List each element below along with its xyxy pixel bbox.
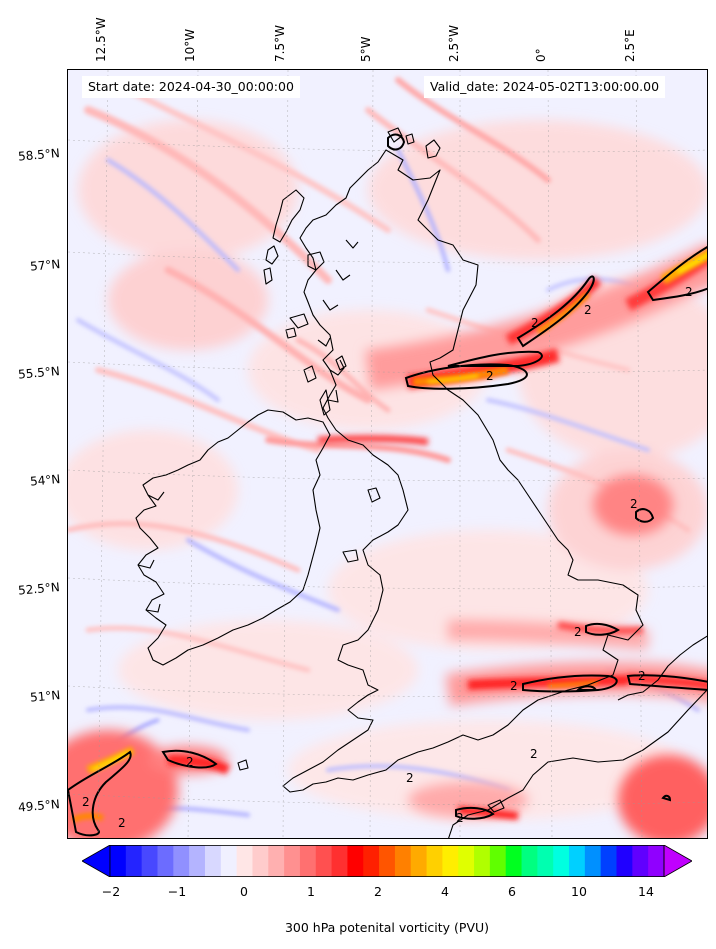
lon-label-5w: 5°W <box>359 36 373 63</box>
colorbar-segment <box>299 845 317 877</box>
colorbar-extend-low <box>81 844 111 878</box>
lon-label-2-5e: 2.5°E <box>623 29 637 62</box>
map-panel: 2 2 2 2 2 2 2 2 2 2 2 2 2 2 <box>67 69 708 839</box>
contour-label: 2 <box>510 679 518 693</box>
continental-coastline <box>448 689 707 838</box>
colorbar-segment <box>474 845 491 877</box>
colorbar-tick-minus2: −2 <box>101 884 121 899</box>
colorbar-segment <box>537 845 554 877</box>
colorbar-segment <box>252 845 269 877</box>
colorbar-segment <box>363 845 380 877</box>
colorbar-segment <box>616 845 633 877</box>
colorbar-segment <box>442 845 459 877</box>
graticule <box>68 70 707 838</box>
lat-label-52-5n: 52.5°N <box>17 580 61 598</box>
colorbar-segment <box>284 845 301 877</box>
colorbar-segment <box>394 845 412 877</box>
lat-label-49-5n: 49.5°N <box>17 797 61 815</box>
contour-label: 2 <box>456 811 464 825</box>
colorbar-segment <box>173 845 190 877</box>
contour-label: 2 <box>186 755 194 769</box>
colorbar-segment <box>204 845 222 877</box>
lat-label-57n: 57°N <box>29 257 61 274</box>
colorbar-segment <box>189 845 206 877</box>
colorbar-segment <box>410 845 428 877</box>
contour-label: 2 <box>685 285 693 299</box>
start-date-label: Start date: 2024-04-30_00:00:00 <box>82 76 300 98</box>
lon-label-10w: 10°W <box>183 28 197 62</box>
colorbar-segment <box>600 845 618 877</box>
contour-label: 2 <box>531 316 539 330</box>
colorbar-segment <box>347 845 364 877</box>
colorbar-segment <box>379 845 396 877</box>
colorbar-tick-0: 0 <box>240 884 248 899</box>
contour-label: 2 <box>630 497 638 511</box>
coastlines <box>135 127 707 838</box>
lon-label-7-5w: 7.5°W <box>273 25 287 62</box>
colorbar-segment <box>220 845 238 877</box>
colorbar-segment <box>569 845 586 877</box>
outer-hebrides-coastline <box>272 189 305 243</box>
colorbar-tick-4: 4 <box>441 884 449 899</box>
lon-label-2-5w: 2.5°W <box>447 25 461 62</box>
colorbar-segment <box>505 845 523 877</box>
colorbar-segment <box>458 845 475 877</box>
ireland-coastline <box>135 409 331 666</box>
colorbar-segment <box>157 845 174 877</box>
colorbar-tick-minus1: −1 <box>167 884 187 899</box>
pv-2-contours <box>68 133 707 837</box>
colorbar-segment <box>426 845 443 877</box>
colorbar-tick-6: 6 <box>508 884 516 899</box>
colorbar-segment <box>315 845 333 877</box>
lon-label-12-5w: 12.5°W <box>94 17 108 62</box>
contour-label: 2 <box>406 771 414 785</box>
contour-labels: 2 2 2 2 2 2 2 2 2 2 2 2 2 2 <box>82 285 693 830</box>
colorbar-extend-high <box>663 844 693 878</box>
colorbar-label: 300 hPa potenital vorticity (PVU) <box>284 920 490 935</box>
contour-label: 2 <box>574 625 582 639</box>
colorbar-segment <box>521 845 538 877</box>
contour-label: 2 <box>118 816 126 830</box>
orkney-coastline <box>387 127 415 145</box>
lon-label-0: 0° <box>534 48 548 62</box>
colorbar-segment <box>584 845 602 877</box>
lat-label-55-5n: 55.5°N <box>17 364 61 382</box>
colorbar-segment <box>125 845 143 877</box>
contour-label: 2 <box>486 369 494 383</box>
colorbar-svg <box>81 844 693 878</box>
colorbar-segment <box>110 845 127 877</box>
lat-label-51n: 51°N <box>29 688 61 705</box>
colorbar-tick-14: 14 <box>638 884 654 899</box>
colorbar-tick-1: 1 <box>307 884 315 899</box>
colorbar-segment <box>632 845 649 877</box>
colorbar-segment <box>236 845 253 877</box>
colorbar-tick-10: 10 <box>571 884 587 899</box>
colorbar <box>81 844 693 878</box>
lat-label-58-5n: 58.5°N <box>17 146 61 164</box>
lat-label-54n: 54°N <box>29 472 61 489</box>
contour-label: 2 <box>530 747 538 761</box>
isle-of-man-coastline <box>367 487 381 503</box>
contour-label: 2 <box>82 795 90 809</box>
colorbar-segment <box>553 845 570 877</box>
pv-field-background <box>68 70 707 838</box>
valid-date-label: Valid_date: 2024-05-02T13:00:00.00 <box>424 76 666 98</box>
pv-map: 2 2 2 2 2 2 2 2 2 2 2 2 2 2 <box>68 70 707 838</box>
colorbar-segment <box>489 845 507 877</box>
colorbar-segment <box>648 845 665 877</box>
contour-label: 2 <box>584 303 592 317</box>
great-britain-coastline <box>282 149 644 793</box>
colorbar-frame <box>109 845 665 878</box>
colorbar-segment <box>141 845 158 877</box>
colorbar-tick-2: 2 <box>374 884 382 899</box>
colorbar-segment <box>268 845 285 877</box>
colorbar-segment <box>331 845 348 877</box>
contour-label: 2 <box>638 669 646 683</box>
